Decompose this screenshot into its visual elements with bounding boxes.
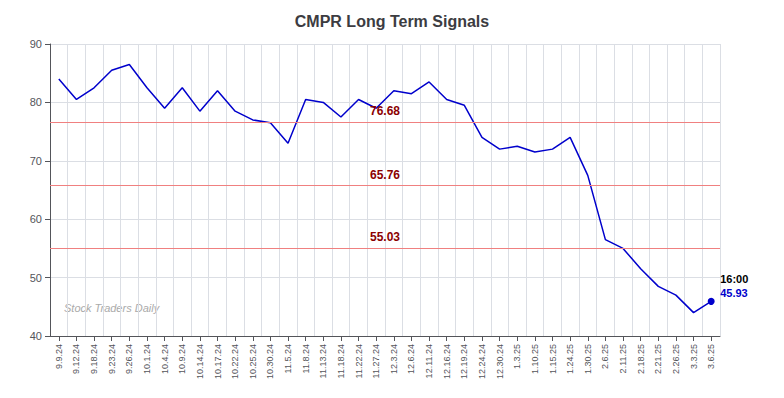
- svg-text:60: 60: [30, 213, 42, 225]
- svg-text:10.22.24: 10.22.24: [230, 344, 240, 379]
- svg-text:1.10.25: 1.10.25: [530, 344, 540, 374]
- svg-text:1.24.25: 1.24.25: [565, 344, 575, 374]
- svg-text:1.30.25: 1.30.25: [583, 344, 593, 374]
- svg-text:12.6.24: 12.6.24: [406, 344, 416, 374]
- svg-text:90: 90: [30, 38, 42, 50]
- svg-text:2.18.25: 2.18.25: [636, 344, 646, 374]
- svg-text:12.3.24: 12.3.24: [389, 344, 399, 374]
- svg-text:80: 80: [30, 96, 42, 108]
- svg-text:10.30.24: 10.30.24: [265, 344, 275, 379]
- svg-text:CMPR Long Term Signals: CMPR Long Term Signals: [295, 13, 489, 30]
- svg-text:50: 50: [30, 272, 42, 284]
- svg-text:11.22.24: 11.22.24: [354, 344, 364, 378]
- svg-text:10.25.24: 10.25.24: [248, 344, 258, 379]
- svg-text:16:00: 16:00: [720, 273, 748, 285]
- svg-text:10.17.24: 10.17.24: [213, 344, 223, 379]
- svg-text:2.21.25: 2.21.25: [653, 344, 663, 374]
- svg-text:3.3.25: 3.3.25: [689, 344, 699, 369]
- svg-text:11.27.24: 11.27.24: [371, 344, 381, 378]
- svg-text:1.3.25: 1.3.25: [512, 344, 522, 369]
- svg-text:2.6.25: 2.6.25: [600, 344, 610, 369]
- svg-text:9.12.24: 9.12.24: [71, 344, 81, 374]
- svg-text:12.19.24: 12.19.24: [459, 344, 469, 379]
- svg-text:45.93: 45.93: [720, 287, 748, 299]
- svg-text:12.30.24: 12.30.24: [495, 344, 505, 379]
- svg-text:11.13.24: 11.13.24: [318, 344, 328, 378]
- svg-text:3.6.25: 3.6.25: [706, 344, 716, 369]
- svg-text:10.1.24: 10.1.24: [142, 344, 152, 374]
- svg-text:Stock Traders Daily: Stock Traders Daily: [64, 302, 161, 314]
- svg-text:76.68: 76.68: [370, 104, 400, 118]
- svg-text:12.16.24: 12.16.24: [442, 344, 452, 379]
- svg-text:40: 40: [30, 330, 42, 342]
- svg-text:12.24.24: 12.24.24: [477, 344, 487, 379]
- svg-text:70: 70: [30, 155, 42, 167]
- svg-text:9.9.24: 9.9.24: [54, 344, 64, 369]
- svg-text:9.18.24: 9.18.24: [89, 344, 99, 374]
- svg-text:11.5.24: 11.5.24: [283, 344, 293, 373]
- svg-text:11.18.24: 11.18.24: [336, 344, 346, 378]
- svg-text:12.11.24: 12.11.24: [424, 344, 434, 378]
- svg-text:55.03: 55.03: [370, 230, 400, 244]
- svg-text:1.15.25: 1.15.25: [548, 344, 558, 374]
- svg-text:9.26.24: 9.26.24: [124, 344, 134, 374]
- svg-text:2.11.25: 2.11.25: [618, 344, 628, 373]
- svg-text:2.26.25: 2.26.25: [671, 344, 681, 374]
- svg-text:10.14.24: 10.14.24: [195, 344, 205, 379]
- svg-text:10.9.24: 10.9.24: [177, 344, 187, 374]
- svg-text:11.8.24: 11.8.24: [301, 344, 311, 373]
- svg-text:10.4.24: 10.4.24: [160, 344, 170, 374]
- svg-text:9.23.24: 9.23.24: [107, 344, 117, 374]
- svg-text:65.76: 65.76: [370, 168, 400, 182]
